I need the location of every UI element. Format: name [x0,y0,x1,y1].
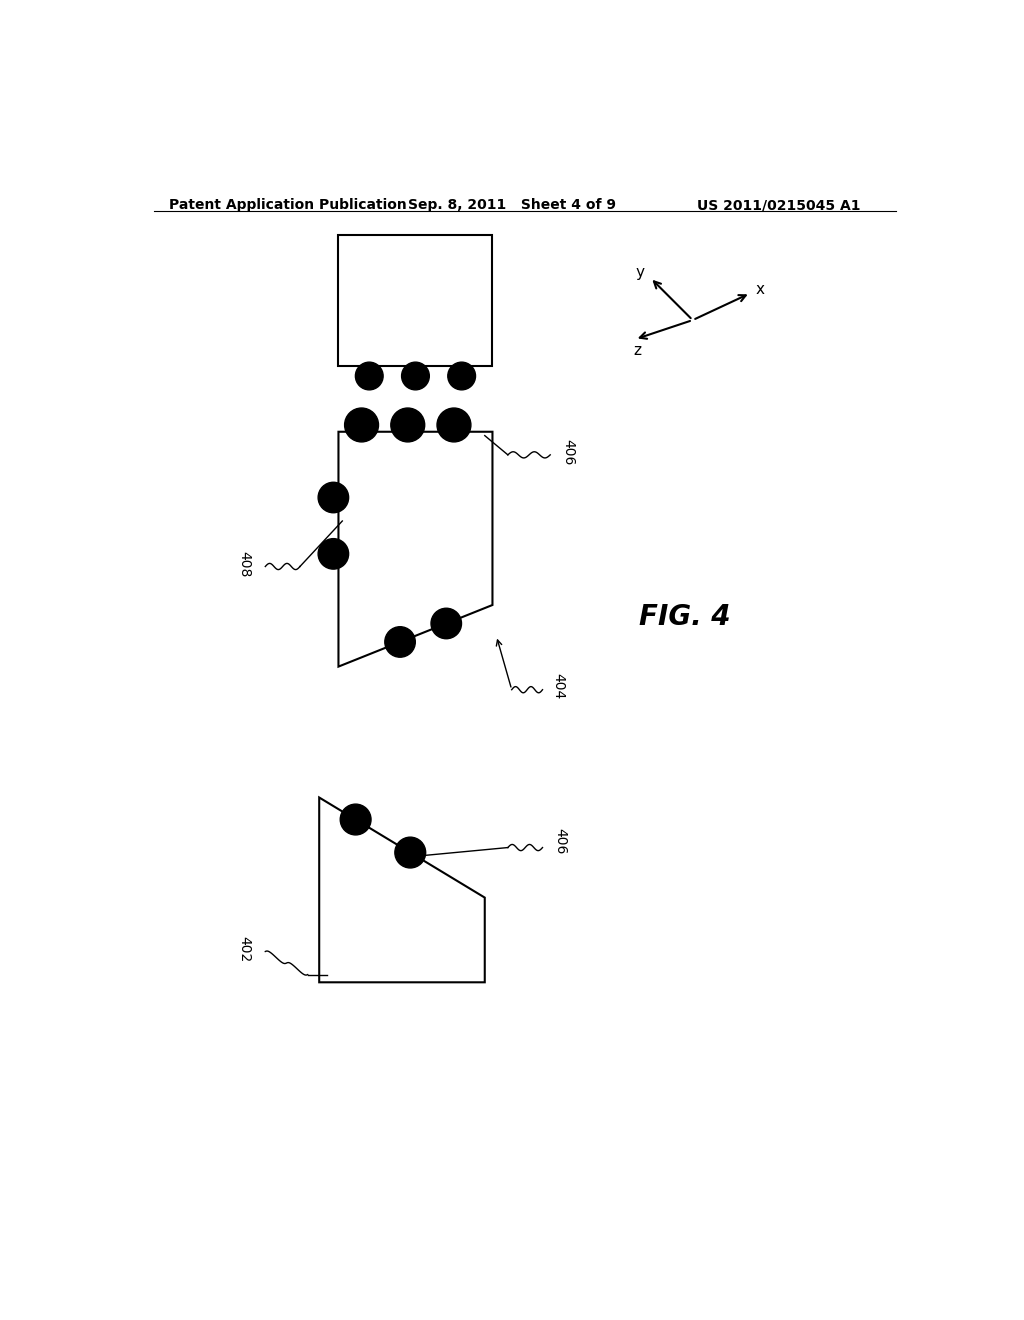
Text: 408: 408 [238,552,252,577]
Circle shape [318,539,348,569]
Circle shape [340,804,371,836]
Text: Sep. 8, 2011   Sheet 4 of 9: Sep. 8, 2011 Sheet 4 of 9 [408,198,615,213]
Text: y: y [636,265,645,280]
Circle shape [318,482,348,512]
Bar [339,235,493,367]
Text: 406: 406 [561,440,574,466]
Text: 402: 402 [238,936,252,962]
Text: Patent Application Publication: Patent Application Publication [169,198,407,213]
Text: 406: 406 [553,829,567,854]
Circle shape [395,837,426,869]
Polygon shape [339,432,493,667]
Polygon shape [319,797,484,982]
Circle shape [345,408,379,442]
Text: x: x [756,281,765,297]
Text: z: z [633,343,641,359]
Text: US 2011/0215045 A1: US 2011/0215045 A1 [696,198,860,213]
Text: 404: 404 [551,673,565,700]
Circle shape [447,362,475,389]
Text: FIG. 4: FIG. 4 [639,602,730,631]
Circle shape [431,609,462,639]
Circle shape [391,408,425,442]
Circle shape [385,627,416,657]
Circle shape [437,408,471,442]
Circle shape [401,362,429,389]
Circle shape [355,362,383,389]
